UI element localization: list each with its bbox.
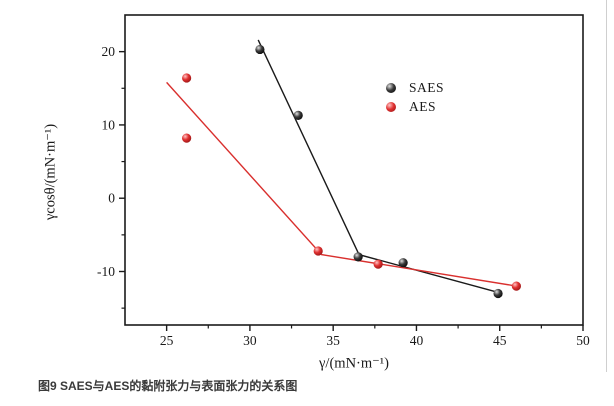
- legend-label-aes: AES: [409, 98, 437, 114]
- x-tick-label: 50: [576, 333, 590, 348]
- saes-fit-line: [257, 39, 500, 294]
- aes-data-point: [313, 246, 323, 256]
- saes-data-point: [255, 44, 265, 55]
- saes-data-point: [353, 252, 363, 262]
- x-tick-label: 30: [243, 333, 257, 348]
- saes-sphere-marker-icon: [386, 82, 396, 93]
- aes-data-point: [182, 73, 192, 83]
- y-tick-label: 10: [102, 117, 116, 132]
- x-tick-label: 45: [493, 333, 507, 348]
- x-tick-label: 35: [326, 333, 340, 348]
- figure-caption: 图9 SAES与AES的黏附张力与表面张力的关系图: [38, 379, 298, 393]
- y-tick-label: 0: [108, 191, 115, 206]
- aes-fit-line: [166, 81, 518, 287]
- y-axis-title: γcosθ/(mN·m⁻¹): [42, 123, 59, 221]
- legend-label-saes: SAES: [409, 79, 445, 95]
- aes-sphere-marker-icon: [386, 101, 396, 112]
- legend: SAES AES: [386, 80, 444, 114]
- legend-item-aes: AES: [386, 99, 444, 114]
- y-tick-label: -10: [97, 264, 115, 279]
- saes-data-point: [398, 258, 408, 268]
- aes-data-point: [511, 281, 521, 291]
- x-tick-label: 40: [410, 333, 424, 348]
- y-tick-label: 20: [102, 44, 116, 59]
- legend-item-saes: SAES: [386, 80, 444, 95]
- saes-data-point: [293, 110, 303, 121]
- x-axis-title: γ/(mN·m⁻¹): [319, 355, 389, 372]
- aes-data-point: [182, 133, 192, 143]
- plot-frame: [124, 14, 584, 326]
- x-tick-label: 25: [160, 333, 174, 348]
- aes-data-point: [373, 259, 383, 269]
- page-edge-divider: [606, 0, 607, 372]
- saes-data-point: [493, 288, 503, 299]
